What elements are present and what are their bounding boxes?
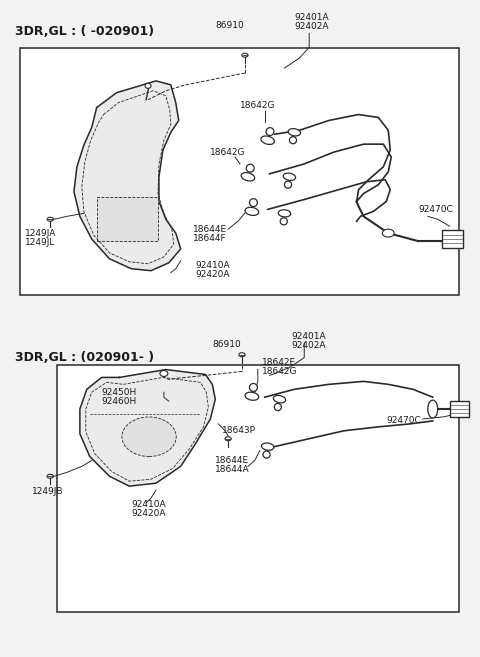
- Circle shape: [289, 137, 297, 144]
- Ellipse shape: [122, 417, 176, 457]
- Circle shape: [246, 164, 254, 172]
- Text: 92410A: 92410A: [195, 261, 230, 270]
- Text: 3DR,GL : (020901- ): 3DR,GL : (020901- ): [14, 351, 154, 364]
- Circle shape: [285, 181, 291, 188]
- Circle shape: [250, 384, 257, 392]
- Text: 18644E: 18644E: [216, 456, 250, 465]
- Ellipse shape: [278, 210, 291, 217]
- Polygon shape: [80, 369, 216, 486]
- Text: 18644E: 18644E: [192, 225, 227, 234]
- Text: 1249JB: 1249JB: [33, 487, 64, 495]
- Ellipse shape: [274, 396, 286, 403]
- Ellipse shape: [241, 173, 255, 181]
- Ellipse shape: [383, 229, 394, 237]
- Text: 92420A: 92420A: [132, 509, 166, 518]
- Text: 18644A: 18644A: [216, 465, 250, 474]
- Text: 18642G: 18642G: [210, 148, 246, 156]
- Ellipse shape: [428, 400, 438, 418]
- Ellipse shape: [261, 136, 275, 145]
- Ellipse shape: [160, 371, 168, 376]
- Text: 1249JA: 1249JA: [24, 229, 56, 238]
- Circle shape: [250, 198, 257, 206]
- Text: 18642G: 18642G: [262, 367, 297, 376]
- Ellipse shape: [245, 208, 259, 215]
- Circle shape: [263, 451, 270, 458]
- Ellipse shape: [283, 173, 296, 181]
- Circle shape: [274, 403, 281, 411]
- Bar: [442, 230, 463, 248]
- Bar: [96, 196, 158, 241]
- Text: 18642G: 18642G: [240, 101, 276, 110]
- Bar: [450, 401, 469, 417]
- Text: 1249JL: 1249JL: [24, 238, 55, 246]
- Ellipse shape: [262, 443, 274, 450]
- Ellipse shape: [242, 53, 248, 57]
- Ellipse shape: [245, 392, 259, 400]
- Text: 92460H: 92460H: [102, 397, 137, 405]
- Ellipse shape: [47, 217, 53, 221]
- Ellipse shape: [225, 437, 231, 441]
- Text: 92450H: 92450H: [102, 388, 137, 397]
- Text: 18643P: 18643P: [222, 426, 256, 436]
- Ellipse shape: [145, 83, 151, 88]
- Text: 18644F: 18644F: [192, 233, 226, 242]
- Circle shape: [280, 217, 288, 225]
- Text: 92470C: 92470C: [418, 205, 453, 214]
- Text: 92401A: 92401A: [291, 332, 326, 342]
- Text: 3DR,GL : ( -020901): 3DR,GL : ( -020901): [14, 25, 154, 38]
- Text: 92402A: 92402A: [291, 341, 326, 350]
- Text: 92401A: 92401A: [294, 13, 329, 22]
- Ellipse shape: [288, 129, 300, 136]
- Ellipse shape: [239, 353, 245, 357]
- Text: 92420A: 92420A: [195, 270, 230, 279]
- Bar: [57, 365, 459, 612]
- Bar: [20, 48, 459, 296]
- Text: 92410A: 92410A: [132, 501, 167, 509]
- Text: 86910: 86910: [213, 340, 241, 350]
- Text: 86910: 86910: [216, 21, 244, 30]
- Text: 92402A: 92402A: [294, 22, 329, 31]
- Circle shape: [266, 127, 274, 135]
- Text: 18642E: 18642E: [262, 358, 296, 367]
- Text: 92470C: 92470C: [386, 417, 421, 426]
- Ellipse shape: [47, 474, 53, 478]
- Polygon shape: [74, 81, 180, 271]
